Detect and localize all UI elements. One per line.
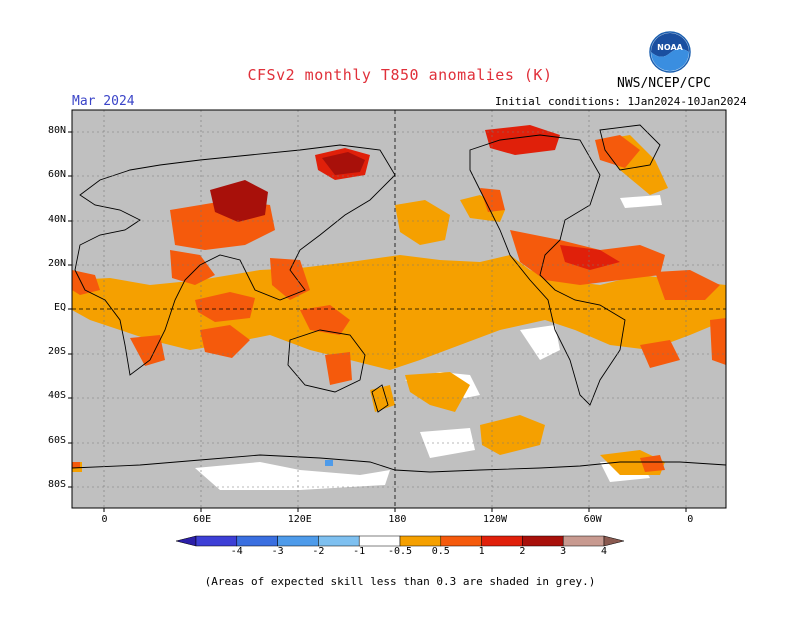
colorbar-tick-label: -4 <box>230 546 243 557</box>
agency-label: NWS/NCEP/CPC <box>617 76 711 91</box>
colorbar-bin <box>318 535 360 547</box>
coastline-antarctica <box>71 454 727 473</box>
coastline-americas <box>469 134 626 406</box>
colorbar-tick-label: 1 <box>478 546 485 557</box>
lat-label: EQ <box>53 302 66 313</box>
colorbar <box>175 535 625 547</box>
anomaly-north-pacific <box>395 200 450 245</box>
colorbar-tick-label: -1 <box>353 546 366 557</box>
colorbar-tick-label: 3 <box>560 546 567 557</box>
lat-label: 60N <box>47 169 66 181</box>
anomaly-tropical-atlantic <box>655 270 720 300</box>
anomaly-arctic-canada <box>485 125 560 155</box>
colorbar-tick-label: -3 <box>271 546 284 557</box>
anomaly-indian-ocean-south <box>200 325 250 358</box>
lat-label: 20N <box>47 257 66 269</box>
lat-label: 80S <box>47 478 66 490</box>
lat-label: 20S <box>47 346 66 358</box>
tick-marks <box>68 131 687 512</box>
anomaly-indian-ocean-north <box>195 292 255 322</box>
lon-label: 120E <box>287 514 312 525</box>
anomaly-australia-west <box>325 352 352 385</box>
colorbar-tick-label: -2 <box>312 546 325 557</box>
anomaly-caribbean <box>560 245 620 270</box>
anomaly-middle-east <box>170 250 215 285</box>
colorbar-bin <box>399 535 442 547</box>
lon-label: 180 <box>388 514 407 525</box>
coastline-australia <box>287 329 366 393</box>
colorbar-bin <box>522 535 564 547</box>
anomaly-alaska <box>480 188 505 212</box>
colorbar-bin <box>277 535 319 547</box>
anomaly-maritime-continent <box>300 305 350 335</box>
skill-footnote: (Areas of expected skill less than 0.3 a… <box>204 575 596 588</box>
logo-text: NOAA <box>657 43 683 52</box>
neutral-region-antarctic <box>195 462 390 490</box>
lat-label: 40N <box>47 213 66 225</box>
colorbar-bin <box>358 535 401 547</box>
colorbar-bin <box>175 535 197 547</box>
coastlines <box>71 124 727 473</box>
coastline-eurasia-africa <box>74 144 396 376</box>
anomaly-gulf-alaska <box>460 195 505 222</box>
anomaly-west-africa <box>72 270 100 295</box>
coastline-greenland <box>599 124 661 171</box>
anomaly-south-pacific <box>480 415 545 455</box>
lat-label: 80N <box>47 125 66 137</box>
colorbar-bin <box>195 535 238 547</box>
anomaly-west-siberia-peak <box>210 180 268 222</box>
anomaly-east-edge <box>710 318 726 365</box>
colorbar-bin <box>562 535 605 547</box>
lon-label: 60W <box>583 514 602 525</box>
anomaly-3-to-4 <box>210 152 365 222</box>
colorbar-bin <box>603 535 625 547</box>
anomaly-southeast-asia <box>270 258 310 300</box>
colorbar-bin <box>481 535 523 547</box>
anomaly-east-siberia-peak <box>322 152 365 175</box>
colorbar-tick-label: 0.5 <box>431 546 450 557</box>
lon-label: 0 <box>101 514 108 525</box>
colorbar-bin <box>440 535 482 547</box>
anomaly-central-spac <box>405 372 470 412</box>
valid-month: Mar 2024 <box>72 94 135 109</box>
neutral-region-natl <box>620 195 662 208</box>
coastline-new-zealand <box>371 384 389 413</box>
anomaly-south-atlantic <box>640 340 680 368</box>
lon-label: 60E <box>193 514 212 525</box>
colorbar-tick-label: 2 <box>519 546 526 557</box>
colorbar-tick-label: 4 <box>600 546 608 557</box>
initial-conditions: Initial conditions: 1Jan2024-10Jan2024 <box>495 95 747 108</box>
anomaly-greenland-core <box>595 135 640 168</box>
colorbar-tick-label: -0.5 <box>387 546 413 557</box>
anomaly-southern-africa <box>130 335 165 366</box>
neutral-region-epac <box>520 325 560 360</box>
graticule <box>72 110 726 508</box>
lat-label: 40S <box>47 390 66 402</box>
anomaly-weddell-core <box>640 455 665 472</box>
lon-label: 0 <box>687 514 694 525</box>
colorbar-bin <box>236 535 278 547</box>
anomaly-negative-patch <box>325 460 333 466</box>
map-title: CFSv2 monthly T850 anomalies (K) <box>247 66 553 84</box>
anomaly-antarctic-core <box>72 462 80 468</box>
lat-label: 60S <box>47 434 66 446</box>
lon-label: 120W <box>482 514 508 525</box>
noaa-logo-icon: NOAA <box>649 31 691 73</box>
